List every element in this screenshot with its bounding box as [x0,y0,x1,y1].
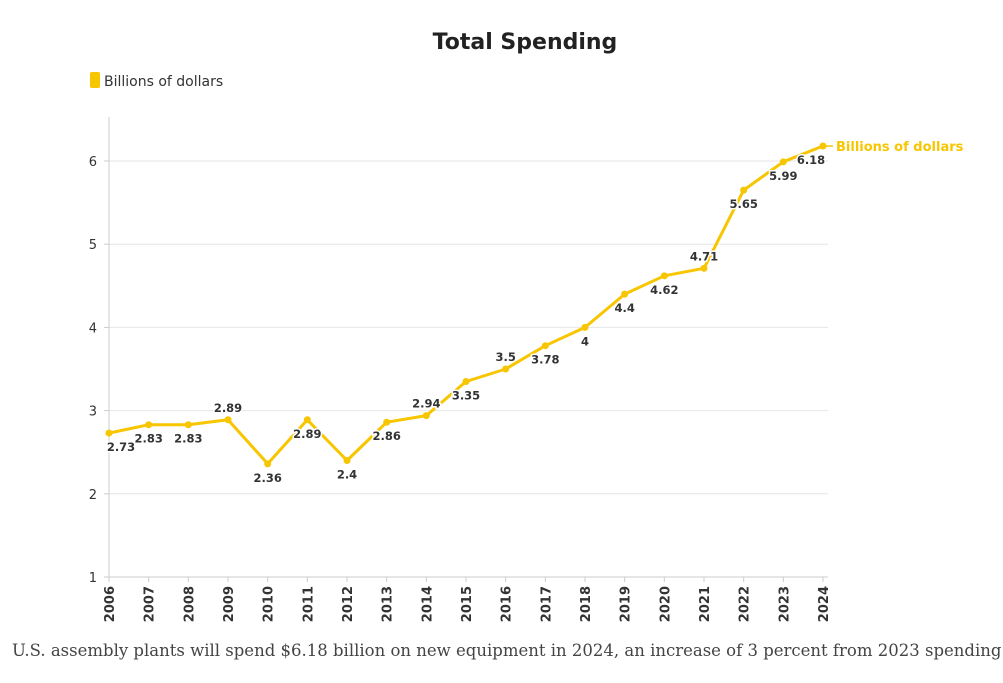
data-label: 4 [581,334,589,348]
data-point [621,290,629,298]
axes [104,117,828,582]
x-tick-label: 2018 [579,586,594,622]
data-point [303,416,311,424]
data-point [541,342,549,350]
data-point [422,412,430,420]
data-labels: 2.732.83 2.832.892.362.892.42.862.943.353… [105,152,826,487]
data-point [264,460,272,468]
y-tick-label: 4 [89,321,97,336]
data-label: 2.73 [107,440,135,454]
x-tick-label: 2020 [658,586,673,622]
data-point [700,264,708,272]
line-chart: Total Spending Billions of dollars 1 2 3 4 5… [89,30,964,622]
x-tick-label: 2013 [381,586,396,622]
chart-title: Total Spending [433,30,618,55]
data-point [502,365,510,373]
x-tick-label: 2012 [341,586,356,622]
data-label: 5.99 [769,169,797,183]
x-axis-ticks: 2006 2007 2008 2009 2010 2011 2012 2013 2014 2015… [103,586,832,622]
data-point [740,186,748,194]
x-tick-label: 2010 [262,586,277,622]
data-label: 3.5 [495,350,515,364]
data-label: 4.4 [614,301,634,315]
y-tick-label: 1 [89,571,97,586]
data-point [462,377,470,385]
x-tick-label: 2022 [738,586,753,622]
series-points [105,142,827,468]
data-point [819,142,827,150]
legend[interactable]: Billions of dollars [90,72,223,90]
y-axis-ticks: 1 2 3 4 5 6 [89,155,97,586]
data-label: 4.62 [650,283,678,297]
caption: U.S. assembly plants will spend $6.18 bi… [12,641,1003,660]
series-end-label-group: Billions of dollars [825,140,964,155]
series-line-layer [107,144,825,466]
data-point [224,416,232,424]
data-label: 2.86 [372,429,400,443]
x-tick-label: 2007 [143,586,158,622]
x-tick-label: 2016 [500,586,515,622]
data-point [660,272,668,280]
legend-swatch [90,72,100,88]
data-label: 6.18 [797,153,825,167]
x-tick-label: 2019 [619,586,634,622]
y-tick-label: 6 [89,155,97,170]
data-label: 4.71 [690,249,718,263]
data-label: 2.36 [253,471,281,485]
data-point [779,158,787,166]
y-tick-label: 2 [89,488,97,503]
data-label: 2.89 [214,401,242,415]
x-tick-label: 2021 [698,586,713,622]
data-label: 2.4 [337,468,357,482]
data-label: 2.83 [134,432,162,446]
data-point [343,457,351,465]
data-point [383,418,391,426]
x-tick-label: 2011 [301,586,316,622]
data-label: 2.94 [412,397,440,411]
x-tick-label: 2014 [420,586,435,622]
data-label: 2.83 [174,432,202,446]
data-point [184,421,192,429]
data-point [145,421,153,429]
data-point [105,429,113,437]
x-tick-label: 2006 [103,586,118,622]
x-tick-label: 2015 [460,586,475,622]
data-label: 3.78 [531,353,559,367]
legend-label: Billions of dollars [104,74,223,90]
x-tick-label: 2024 [817,586,832,622]
grid [109,160,828,495]
x-tick-label: 2023 [777,586,792,622]
x-tick-label: 2017 [539,586,554,622]
series-line [107,144,825,466]
y-tick-label: 3 [89,405,97,420]
x-tick-label: 2008 [182,586,197,622]
series-end-label: Billions of dollars [836,140,964,155]
data-label: 3.35 [452,388,480,402]
data-label: 5.65 [729,197,757,211]
y-tick-label: 5 [89,238,97,253]
x-tick-label: 2009 [222,586,237,622]
data-label: 2.89 [293,427,321,441]
data-point [581,323,589,331]
